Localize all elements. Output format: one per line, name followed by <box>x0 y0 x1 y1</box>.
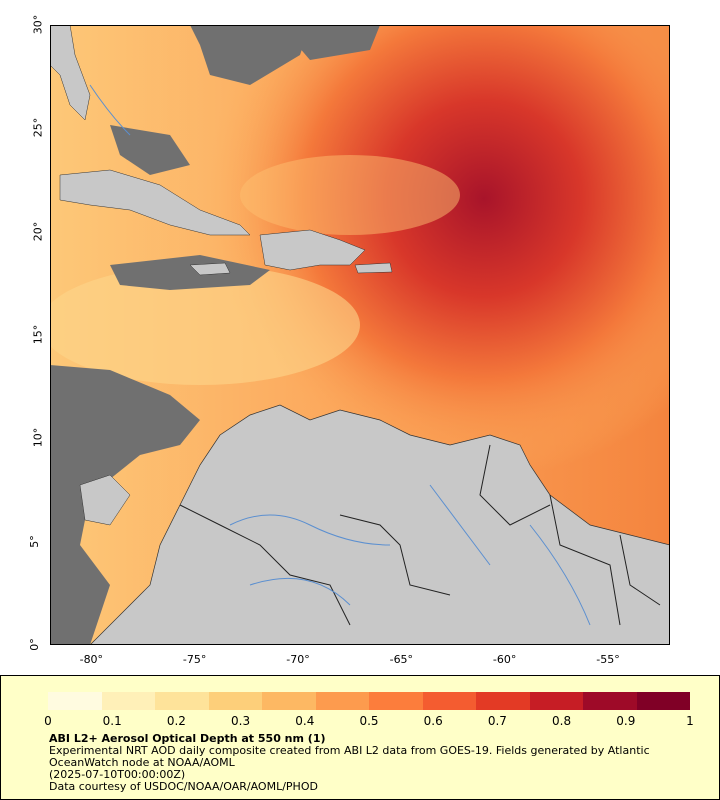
latitude-tick-label: 0° <box>27 638 41 651</box>
latitude-tick-label: 20° <box>31 221 45 241</box>
longitude-tick-label: -65° <box>389 653 414 666</box>
caption-line-3: Data courtesy of USDOC/NOAA/OAR/AOML/PHO… <box>49 780 318 793</box>
central-america <box>79 474 131 526</box>
latitude-tick-label: 25° <box>31 118 45 138</box>
latitude-tick-label: 30° <box>31 14 45 35</box>
colorbar-swatch <box>369 692 423 710</box>
colorbar-tick-label: 1 <box>686 714 694 728</box>
caption-title: ABI L2+ Aerosol Optical Depth at 550 nm … <box>49 732 326 745</box>
cuba <box>59 169 251 236</box>
aod-map <box>50 25 670 645</box>
colorbar-swatch <box>208 692 262 710</box>
latitude-tick-label: 5° <box>27 534 41 548</box>
colorbar-tick-label: 0.6 <box>423 714 443 728</box>
colorbar <box>48 692 690 710</box>
jamaica <box>189 262 231 276</box>
colorbar-tick-label: 0.9 <box>616 714 636 728</box>
low-aod-patch <box>240 155 460 235</box>
florida <box>50 25 91 121</box>
colorbar-swatch <box>101 692 155 710</box>
longitude-tick-label: -80° <box>79 653 104 666</box>
rivers <box>89 84 591 626</box>
colorbar-tick-label: 0.8 <box>552 714 572 728</box>
colorbar-swatch <box>155 692 209 710</box>
longitude-tick-label: -60° <box>492 653 517 666</box>
caption-line-2: (2025-07-10T00:00:00Z) <box>49 768 186 781</box>
colorbar-tick-label: 0.1 <box>102 714 122 728</box>
colorbar-tick-label: 0.5 <box>359 714 379 728</box>
longitude-tick-label: -70° <box>286 653 310 666</box>
colorbar-swatch <box>422 692 476 710</box>
low-aod-patch <box>50 265 360 385</box>
longitude-tick-label: -75° <box>182 653 207 666</box>
latitude-tick-label: 15° <box>31 324 45 345</box>
colorbar-swatch <box>262 692 316 710</box>
colorbar-swatch <box>636 692 690 710</box>
colorbar-swatch <box>315 692 369 710</box>
colorbar-swatch <box>48 692 102 710</box>
puerto-rico <box>354 262 393 274</box>
caption-line-1: Experimental NRT AOD daily composite cre… <box>49 744 650 769</box>
no-data-region <box>280 25 380 60</box>
colorbar-tick-label: 0.4 <box>295 714 315 728</box>
hispaniola <box>259 229 366 271</box>
no-data-region <box>110 125 190 175</box>
colorbar-swatch <box>529 692 583 710</box>
legend-panel: 0 0.1 0.2 0.3 0.4 0.5 0.6 0.7 0.8 0.9 1 ABI L2+ Ae… <box>0 675 720 800</box>
latitude-tick-label: 10° <box>31 428 45 448</box>
colorbar-tick-label: 0.2 <box>166 714 186 728</box>
caption: ABI L2+ Aerosol Optical Depth at 550 nm … <box>49 733 689 793</box>
colorbar-tick-label: 0.3 <box>231 714 251 728</box>
longitude-tick-label: -55° <box>596 653 620 666</box>
colorbar-tick-label: 0.7 <box>487 714 507 728</box>
no-data-region <box>110 255 270 290</box>
no-data-region <box>190 25 310 85</box>
colorbar-swatch <box>476 692 530 710</box>
colorbar-swatch <box>583 692 637 710</box>
no-data-region <box>50 365 200 645</box>
colorbar-tick-label: 0 <box>44 714 52 728</box>
